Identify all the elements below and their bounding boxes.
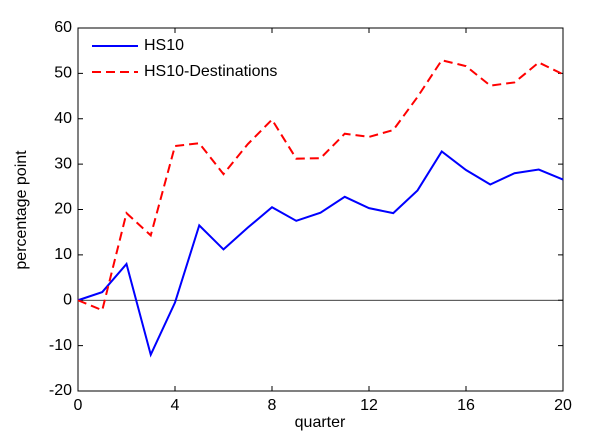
y-tick-label: 50: [54, 65, 72, 82]
x-tick-label: 4: [171, 397, 180, 414]
y-tick-label: -20: [49, 382, 72, 399]
y-tick-label: 20: [54, 201, 72, 218]
x-tick-label: 16: [457, 397, 475, 414]
x-axis-label: quarter: [295, 414, 346, 431]
y-tick-label: 60: [54, 19, 72, 36]
plot-frame: [77, 27, 564, 392]
x-tick-label: 12: [360, 397, 378, 414]
x-tick-label: 20: [554, 397, 572, 414]
y-tick-label: 40: [54, 110, 72, 127]
y-tick-label: 0: [63, 291, 72, 308]
legend-label: HS10: [144, 37, 184, 54]
x-tick-label: 0: [74, 397, 83, 414]
y-tick-label: 10: [54, 246, 72, 263]
data-line: [77, 59, 564, 312]
data-line: [77, 149, 564, 358]
legend-label: HS10-Destinations: [144, 63, 277, 80]
x-tick-label: 8: [268, 397, 277, 414]
y-tick-label: 30: [54, 155, 72, 172]
y-axis-label: percentage point: [13, 150, 30, 270]
y-tick-label: -10: [49, 337, 72, 354]
